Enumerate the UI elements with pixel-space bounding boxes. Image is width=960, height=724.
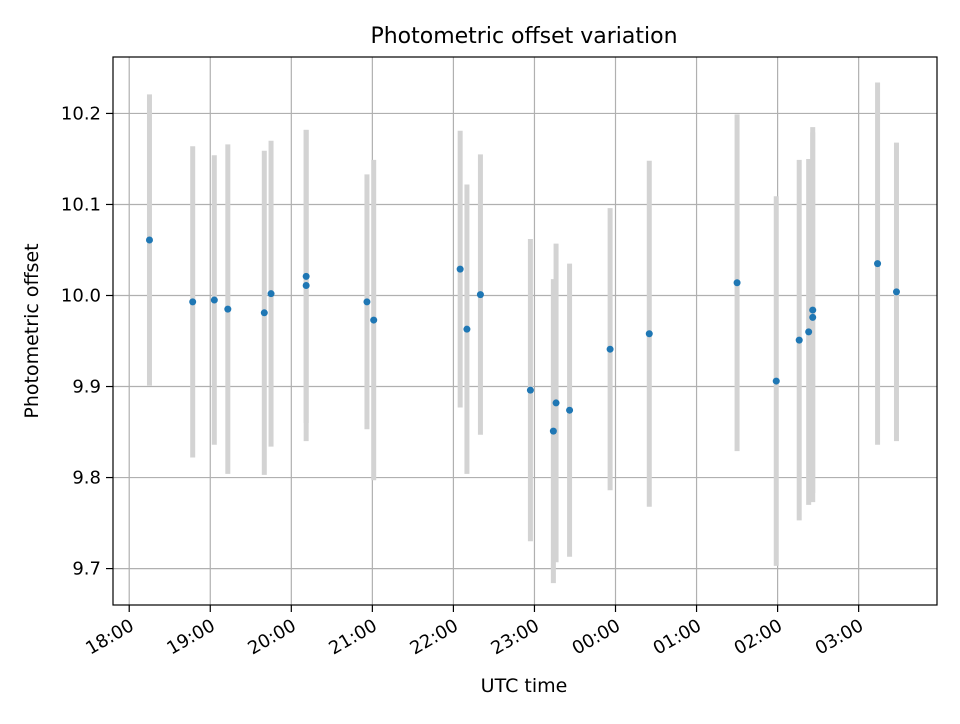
data-point	[549, 427, 557, 435]
data-point	[463, 325, 471, 333]
data-point	[526, 386, 534, 394]
data-point	[772, 377, 780, 385]
plot-frame	[112, 56, 938, 606]
data-point	[733, 279, 741, 287]
x-tick-label: 18:00	[82, 615, 137, 659]
errorbar-layer	[146, 82, 899, 584]
y-tick-label: 10.2	[61, 103, 101, 124]
data-point	[874, 260, 882, 268]
data-point	[302, 272, 310, 280]
data-point	[476, 291, 484, 299]
x-tick-label: 21:00	[325, 615, 380, 659]
x-tick-label: 00:00	[569, 615, 624, 659]
data-point	[892, 288, 900, 296]
data-point	[805, 328, 813, 336]
data-point	[370, 316, 378, 324]
y-tick-label: 9.9	[72, 377, 101, 398]
data-point	[302, 281, 310, 289]
data-point	[795, 336, 803, 344]
data-point	[566, 406, 574, 414]
data-point	[606, 345, 614, 353]
data-point	[224, 305, 232, 313]
data-point	[189, 298, 197, 306]
y-tick-label: 9.7	[72, 559, 101, 580]
x-tick-label: 03:00	[812, 615, 867, 659]
data-point	[363, 298, 371, 306]
chart-title: Photometric offset variation	[370, 24, 677, 49]
y-tick-label: 9.8	[72, 468, 101, 489]
x-tick-label: 01:00	[650, 615, 705, 659]
data-point	[809, 313, 817, 321]
x-tick-label: 22:00	[406, 615, 461, 659]
data-point	[210, 296, 218, 304]
x-tick-label: 02:00	[731, 615, 786, 659]
y-tick-label: 10.0	[61, 285, 101, 306]
y-tick-label: 10.1	[61, 194, 101, 215]
x-tick-label: 20:00	[244, 615, 299, 659]
data-point	[145, 236, 153, 244]
data-point	[267, 290, 275, 298]
x-tick-label: 19:00	[163, 615, 218, 659]
data-point	[456, 265, 464, 273]
data-point	[552, 399, 560, 407]
tick-layer: 18:00 19:00 20:00 21:00 22:00 23:00 00:00 01:00…	[61, 103, 867, 659]
x-tick-label: 23:00	[488, 615, 543, 659]
data-point	[260, 309, 268, 317]
y-axis-label: Photometric offset	[21, 243, 43, 418]
point-layer	[145, 236, 900, 435]
data-point	[809, 306, 817, 314]
data-point	[645, 330, 653, 338]
x-axis-label: UTC time	[481, 675, 568, 697]
